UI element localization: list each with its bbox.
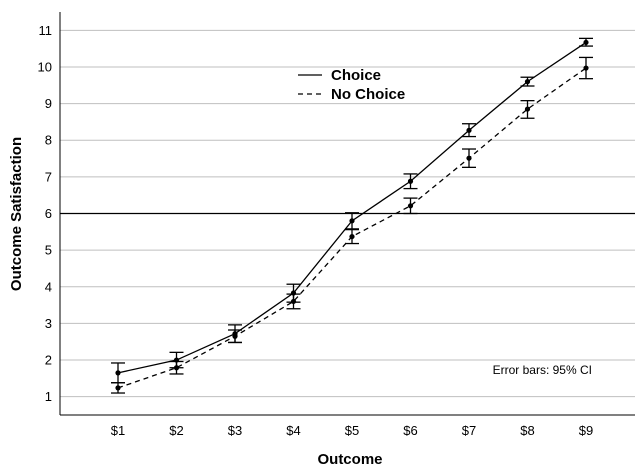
data-point-no-choice-9	[583, 65, 589, 71]
data-point-choice-8	[524, 79, 531, 85]
data-point-no-choice-7	[466, 155, 472, 161]
data-point-no-choice-1	[115, 385, 121, 391]
y-tick-label-10: 10	[38, 59, 52, 74]
data-point-no-choice-5	[349, 233, 355, 240]
data-point-choice-6	[407, 178, 414, 184]
y-tick-label-11: 11	[39, 23, 53, 38]
x-tick-label-3: $3	[228, 423, 242, 438]
data-point-no-choice-2	[173, 365, 180, 371]
legend: Choice No Choice	[298, 67, 405, 103]
data-point-choice-7	[466, 127, 472, 133]
y-tick-label-7: 7	[45, 169, 52, 184]
x-tick-label-1: $1	[111, 423, 125, 438]
data-point-choice-5	[349, 218, 355, 224]
data-point-no-choice-3	[232, 333, 238, 339]
x-tick-label-7: $7	[462, 423, 476, 438]
y-tick-label-8: 8	[45, 133, 52, 148]
y-tick-label-2: 2	[45, 353, 52, 368]
y-tick-label-5: 5	[45, 243, 52, 258]
x-tick-labels: $1 $2 $3 $4 $5 $6 $7 $8 $9	[111, 423, 593, 438]
x-tick-label-8: $8	[520, 423, 534, 438]
x-tick-label-5: $5	[345, 423, 359, 438]
x-tick-label-6: $6	[403, 423, 417, 438]
x-axis-title: Outcome	[317, 451, 382, 468]
y-tick-label-1: 1	[45, 389, 52, 404]
legend-label-no-choice: No Choice	[331, 86, 405, 103]
x-tick-label-2: $2	[169, 423, 183, 438]
y-tick-labels: 1 2 3 4 5 6 7 8 9 10 11	[38, 23, 52, 404]
x-tick-label-9: $9	[579, 423, 593, 438]
series-layer	[111, 37, 593, 394]
data-point-choice-1	[115, 370, 121, 376]
x-tick-label-4: $4	[286, 423, 300, 438]
y-tick-label-6: 6	[45, 206, 52, 221]
legend-label-choice: Choice	[331, 67, 381, 84]
error-bar-note: Error bars: 95% CI	[493, 363, 592, 377]
y-tick-label-9: 9	[45, 96, 52, 111]
data-point-no-choice-6	[407, 203, 414, 209]
y-tick-label-4: 4	[45, 279, 52, 294]
data-point-no-choice-8	[524, 106, 531, 112]
data-point-no-choice-4	[290, 298, 297, 305]
y-axis-title: Outcome Satisfaction	[8, 137, 25, 291]
data-point-choice-9	[583, 39, 589, 46]
y-tick-label-3: 3	[45, 316, 52, 331]
axes	[59, 12, 635, 416]
series-no-choice	[111, 56, 593, 394]
